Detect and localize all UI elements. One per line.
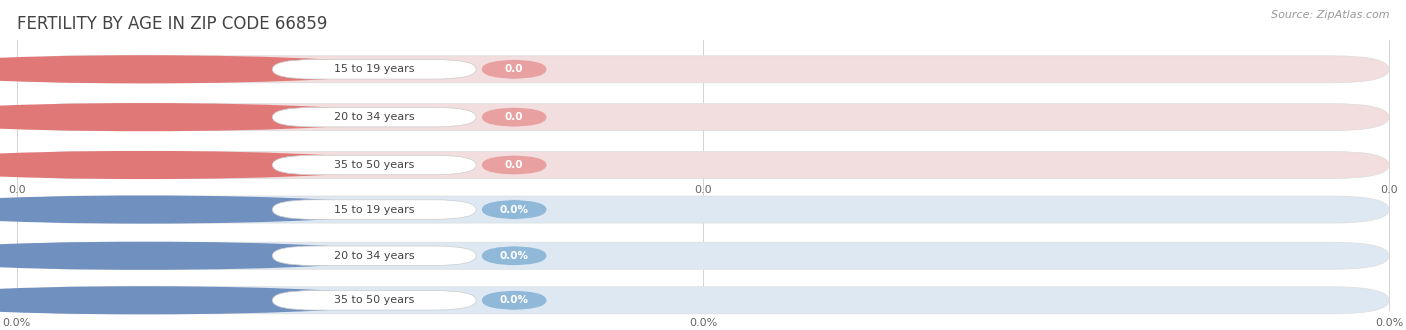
Ellipse shape [0, 55, 401, 83]
Text: 0.0%: 0.0% [499, 295, 529, 305]
FancyBboxPatch shape [482, 200, 547, 219]
FancyBboxPatch shape [273, 200, 477, 219]
FancyBboxPatch shape [17, 56, 1389, 83]
Ellipse shape [0, 195, 401, 224]
FancyBboxPatch shape [17, 287, 1389, 314]
Text: 0.0%: 0.0% [3, 318, 31, 328]
FancyBboxPatch shape [482, 59, 547, 79]
Ellipse shape [0, 103, 401, 131]
FancyBboxPatch shape [273, 155, 477, 175]
Ellipse shape [0, 151, 401, 179]
Text: 0.0: 0.0 [505, 160, 523, 170]
Text: 20 to 34 years: 20 to 34 years [335, 251, 415, 261]
FancyBboxPatch shape [17, 151, 1389, 179]
Text: 0.0%: 0.0% [689, 318, 717, 328]
FancyBboxPatch shape [273, 246, 477, 266]
FancyBboxPatch shape [273, 59, 477, 79]
FancyBboxPatch shape [482, 155, 547, 175]
Text: 0.0: 0.0 [505, 64, 523, 74]
Text: 0.0: 0.0 [1381, 185, 1398, 195]
Text: 15 to 19 years: 15 to 19 years [335, 205, 415, 214]
FancyBboxPatch shape [273, 107, 477, 127]
Text: FERTILITY BY AGE IN ZIP CODE 66859: FERTILITY BY AGE IN ZIP CODE 66859 [17, 15, 328, 33]
Text: 0.0: 0.0 [695, 185, 711, 195]
Text: Source: ZipAtlas.com: Source: ZipAtlas.com [1271, 10, 1389, 20]
FancyBboxPatch shape [482, 290, 547, 310]
Text: 0.0: 0.0 [8, 185, 25, 195]
Ellipse shape [0, 242, 401, 270]
Text: 15 to 19 years: 15 to 19 years [335, 64, 415, 74]
Text: 20 to 34 years: 20 to 34 years [335, 112, 415, 122]
Text: 35 to 50 years: 35 to 50 years [335, 160, 415, 170]
FancyBboxPatch shape [17, 242, 1389, 269]
Text: 35 to 50 years: 35 to 50 years [335, 295, 415, 305]
FancyBboxPatch shape [273, 290, 477, 310]
Text: 0.0%: 0.0% [1375, 318, 1403, 328]
Text: 0.0: 0.0 [505, 112, 523, 122]
Text: 0.0%: 0.0% [499, 251, 529, 261]
FancyBboxPatch shape [482, 107, 547, 127]
Text: 0.0%: 0.0% [499, 205, 529, 214]
FancyBboxPatch shape [17, 196, 1389, 223]
Ellipse shape [0, 286, 401, 314]
FancyBboxPatch shape [482, 246, 547, 266]
FancyBboxPatch shape [17, 104, 1389, 131]
